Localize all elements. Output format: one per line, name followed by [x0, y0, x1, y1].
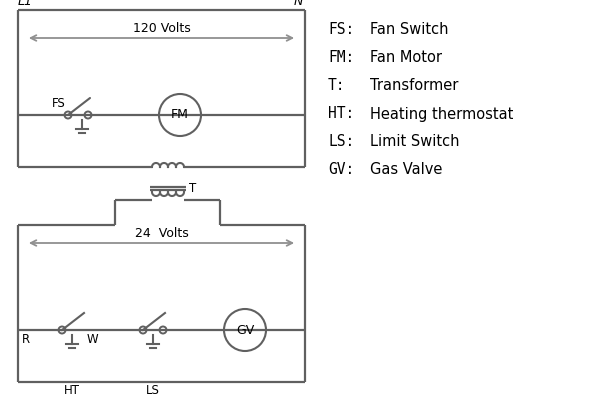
Text: FM: FM — [171, 108, 189, 122]
Text: HT: HT — [64, 384, 80, 397]
Text: Limit Switch: Limit Switch — [370, 134, 460, 150]
Text: LS:: LS: — [328, 134, 354, 150]
Text: R: R — [22, 333, 30, 346]
Text: 120 Volts: 120 Volts — [133, 22, 191, 35]
Text: Fan Motor: Fan Motor — [370, 50, 442, 66]
Text: Transformer: Transformer — [370, 78, 458, 94]
Text: GV: GV — [236, 324, 254, 336]
Text: L1: L1 — [18, 0, 33, 8]
Text: LS: LS — [146, 384, 160, 397]
Text: N: N — [294, 0, 303, 8]
Text: FS: FS — [53, 97, 66, 110]
Text: FM:: FM: — [328, 50, 354, 66]
Text: Gas Valve: Gas Valve — [370, 162, 442, 178]
Text: HT:: HT: — [328, 106, 354, 122]
Text: W: W — [87, 333, 99, 346]
Text: T:: T: — [328, 78, 346, 94]
Text: Heating thermostat: Heating thermostat — [370, 106, 513, 122]
Text: FS:: FS: — [328, 22, 354, 38]
Text: T: T — [189, 182, 196, 195]
Text: GV:: GV: — [328, 162, 354, 178]
Text: 24  Volts: 24 Volts — [135, 227, 188, 240]
Text: Fan Switch: Fan Switch — [370, 22, 448, 38]
